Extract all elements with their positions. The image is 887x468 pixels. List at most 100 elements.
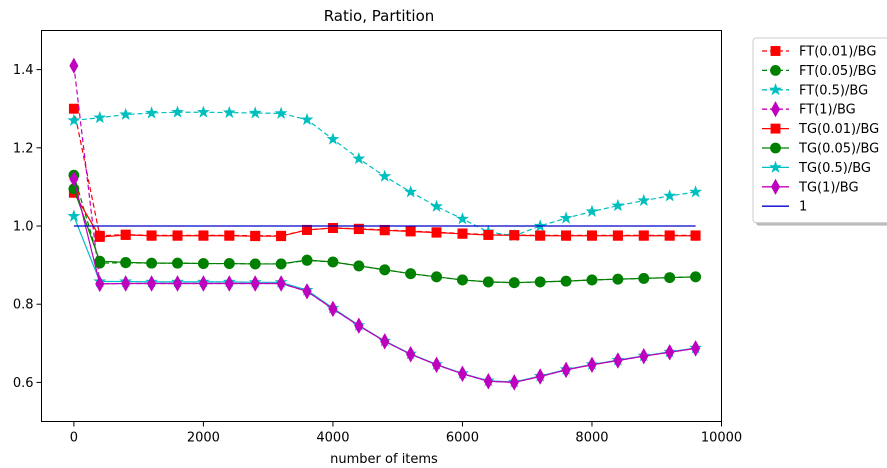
legend-marker bbox=[770, 65, 781, 76]
x-tick-label: 2000 bbox=[187, 431, 220, 446]
data-point bbox=[352, 152, 366, 165]
data-point bbox=[250, 231, 261, 242]
legend-entry: FT(1)/BG bbox=[762, 101, 856, 118]
data-point bbox=[406, 346, 416, 363]
data-point bbox=[405, 268, 417, 280]
data-point bbox=[431, 271, 442, 283]
legend-entry: FT(0.5)/BG bbox=[762, 83, 868, 98]
data-point bbox=[638, 272, 650, 284]
data-point bbox=[456, 212, 469, 225]
series-5 bbox=[68, 183, 701, 289]
data-point bbox=[250, 275, 260, 292]
data-point bbox=[198, 275, 208, 292]
data-point bbox=[198, 258, 209, 269]
data-point bbox=[378, 169, 392, 182]
data-point bbox=[560, 275, 572, 287]
data-point bbox=[457, 228, 468, 239]
data-point bbox=[508, 277, 520, 289]
data-point bbox=[353, 224, 364, 235]
legend-label: TG(1)/BG bbox=[798, 180, 859, 195]
data-point bbox=[276, 275, 286, 292]
data-point bbox=[248, 106, 262, 119]
data-point bbox=[276, 231, 287, 242]
series-line bbox=[73, 178, 696, 384]
data-point bbox=[509, 374, 519, 391]
data-point bbox=[196, 105, 210, 118]
legend-label: FT(0.5)/BG bbox=[799, 83, 868, 98]
data-point bbox=[326, 132, 340, 145]
data-point bbox=[586, 274, 598, 286]
legend-entry: TG(0.01)/BG bbox=[762, 122, 879, 137]
legend-entry: TG(0.05)/BG bbox=[762, 142, 879, 157]
x-tick-label: 6000 bbox=[446, 431, 479, 446]
y-tick-label: 1.0 bbox=[13, 220, 34, 235]
data-point bbox=[379, 264, 391, 276]
data-point bbox=[561, 230, 572, 241]
data-point bbox=[275, 258, 287, 270]
data-point bbox=[94, 231, 105, 242]
y-axis: 0.6 0.8 1.0 1.2 1.4 bbox=[13, 63, 42, 391]
data-point bbox=[457, 274, 468, 286]
data-point bbox=[68, 103, 79, 114]
data-point bbox=[69, 170, 79, 188]
data-point bbox=[94, 255, 106, 267]
data-point bbox=[585, 204, 599, 217]
data-point bbox=[509, 230, 520, 241]
data-point bbox=[121, 275, 131, 292]
data-point bbox=[172, 257, 183, 269]
legend-label: TG(0.01)/BG bbox=[798, 122, 879, 137]
data-point bbox=[249, 258, 261, 270]
x-axis: 0 2000 4000 6000 8000 10000 bbox=[70, 421, 742, 446]
data-point bbox=[690, 230, 701, 241]
series-2 bbox=[67, 105, 703, 242]
data-point bbox=[482, 276, 494, 288]
data-point bbox=[612, 273, 624, 285]
data-point bbox=[559, 211, 573, 224]
x-tick-label: 0 bbox=[70, 431, 78, 446]
data-point bbox=[223, 258, 235, 269]
data-point bbox=[69, 57, 79, 74]
data-point bbox=[120, 230, 131, 240]
data-point bbox=[146, 230, 157, 241]
data-point bbox=[67, 209, 81, 222]
x-tick-label: 8000 bbox=[575, 431, 608, 446]
legend-marker bbox=[770, 46, 781, 56]
data-point bbox=[561, 361, 571, 378]
data-point bbox=[665, 344, 675, 361]
data-point bbox=[430, 199, 443, 212]
data-point bbox=[431, 227, 442, 238]
data-point bbox=[663, 189, 677, 202]
data-point bbox=[198, 230, 209, 241]
data-point bbox=[353, 260, 365, 272]
data-point bbox=[301, 254, 313, 266]
data-point bbox=[533, 219, 547, 232]
data-point bbox=[145, 106, 159, 119]
data-point bbox=[587, 230, 597, 241]
data-point bbox=[613, 352, 623, 369]
data-point bbox=[328, 300, 338, 317]
data-point bbox=[302, 224, 312, 235]
series-7 bbox=[69, 170, 701, 391]
legend-entry: TG(1)/BG bbox=[762, 178, 859, 195]
legend-label: TG(0.5)/BG bbox=[798, 161, 871, 176]
data-point bbox=[171, 105, 184, 118]
legend-entry: TG(0.5)/BG bbox=[762, 160, 871, 176]
chart-title: Ratio, Partition bbox=[324, 7, 435, 25]
y-tick-label: 1.4 bbox=[13, 63, 34, 78]
data-point bbox=[612, 230, 623, 241]
y-tick-label: 1.2 bbox=[13, 141, 34, 156]
data-point bbox=[534, 276, 546, 288]
data-point bbox=[95, 275, 105, 292]
data-point bbox=[379, 225, 390, 236]
data-point bbox=[146, 257, 157, 269]
legend-marker bbox=[769, 160, 782, 173]
data-point bbox=[535, 368, 545, 385]
x-axis-title: number of items bbox=[330, 452, 438, 467]
data-point bbox=[432, 356, 442, 373]
plot-frame bbox=[41, 30, 722, 422]
data-point bbox=[172, 230, 183, 241]
data-point bbox=[222, 105, 236, 119]
legend: FT(0.01)/BG FT(0.05)/BG FT(0.5)/BG FT(1)/BG… bbox=[752, 37, 887, 226]
data-point bbox=[327, 223, 338, 233]
